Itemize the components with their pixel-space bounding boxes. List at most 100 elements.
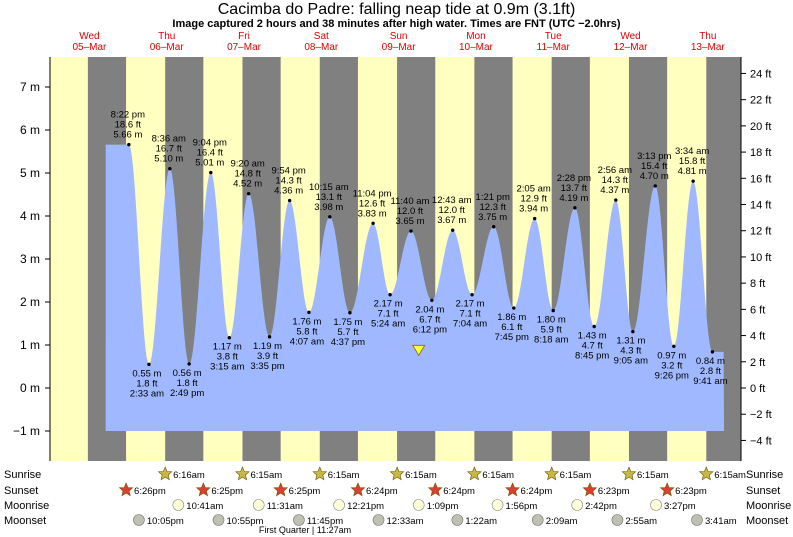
day-name: Thu [699, 31, 716, 42]
y2-tick-label: 10 ft [750, 252, 771, 264]
y2-tick-label: 18 ft [750, 147, 771, 159]
day-name: Thu [158, 31, 175, 42]
chart-subtitle: Image captured 2 hours and 38 minutes af… [172, 18, 621, 30]
sunrise-time: 6:15am [405, 470, 437, 481]
chart-title: Cacimba do Padre: falling neap tide at 0… [217, 1, 576, 18]
low-tide-ft: 7.1 ft [459, 309, 480, 320]
sunset-icon [195, 482, 211, 497]
high-tide-ft: 16.7 ft [156, 144, 183, 155]
low-tide-ft: 5.9 ft [541, 325, 562, 336]
moonset-icon [133, 514, 145, 526]
sunrise-icon [235, 466, 250, 481]
sunset-icon [350, 482, 366, 497]
day-date: 09–Mar [382, 42, 417, 53]
low-tide-m: 1.86 m [497, 312, 526, 323]
day-date: 06–Mar [150, 42, 185, 53]
high-tide-m: 3.83 m [358, 208, 387, 219]
low-tide-time: 9:05 am [614, 356, 648, 367]
high-tide-m: 4.36 m [274, 186, 303, 197]
high-tide-m: 3.65 m [395, 216, 424, 227]
y2-tick-label: 24 ft [750, 68, 771, 80]
row-label-left: Sunrise [4, 469, 41, 481]
row-label-right: Sunrise [746, 469, 783, 481]
moonset-icon [293, 514, 305, 526]
high-tide-m: 5.66 m [113, 130, 142, 141]
low-tide-time: 7:04 am [453, 319, 487, 330]
low-tide-m: 1.80 m [537, 315, 566, 326]
high-tide-ft: 13.1 ft [316, 192, 343, 203]
low-tide-time: 8:18 am [534, 335, 568, 346]
high-tide-time: 11:40 am [391, 196, 430, 207]
low-tide-ft: 3.9 ft [257, 351, 278, 362]
row-label-left: Moonset [4, 515, 46, 527]
low-tide-ft: 5.8 ft [296, 326, 317, 337]
sunset-time: 6:25pm [211, 486, 243, 497]
day-name: Mon [466, 31, 485, 42]
moonset-icon [212, 514, 225, 526]
y2-tick-label: 14 ft [750, 200, 771, 212]
low-tide-ft: 7.1 ft [378, 309, 399, 320]
day-date: 05–Mar [72, 42, 107, 53]
high-tide-ft: 12.0 ft [439, 205, 466, 216]
y-tick-label: 2 m [20, 295, 40, 309]
low-tide-point [430, 298, 434, 302]
moonrise-icon [571, 499, 583, 511]
row-label-left: Sunset [4, 485, 38, 497]
high-tide-time: 1:21 pm [476, 192, 510, 203]
y-tick-label: 3 m [20, 252, 40, 266]
moonset-icon [611, 514, 624, 526]
low-tide-point [470, 292, 474, 297]
y2-tick-label: −2 ft [750, 409, 772, 421]
moonrise-icon [252, 499, 265, 511]
y2-tick-label: 6 ft [750, 304, 765, 316]
y2-tick-label: 22 ft [750, 95, 771, 107]
sunset-icon [659, 482, 675, 497]
high-tide-ft: 12.0 ft [397, 206, 424, 217]
low-tide-point [348, 311, 352, 315]
moonset-time: 2:55am [625, 516, 657, 527]
low-tide-m: 0.56 m [173, 368, 202, 379]
low-tide-time: 5:24 am [371, 319, 405, 330]
day-name: Fri [238, 31, 250, 42]
low-tide-point [267, 335, 272, 339]
y2-tick-label: 0 ft [750, 383, 765, 395]
row-label-right: Moonset [746, 515, 788, 527]
low-tide-time: 4:37 pm [331, 337, 365, 348]
low-tide-point [307, 310, 311, 315]
high-tide-time: 8:36 am [152, 134, 186, 145]
low-tide-ft: 5.7 ft [337, 327, 358, 338]
sunset-icon [582, 482, 598, 497]
high-tide-ft: 13.7 ft [561, 183, 588, 194]
row-label-right: Sunset [746, 485, 780, 497]
low-tide-time: 8:45 pm [575, 351, 609, 362]
y-tick-label: 7 m [20, 80, 40, 94]
sunset-time: 6:24pm [366, 486, 398, 497]
low-tide-time: 3:15 am [210, 362, 244, 373]
moonrise-icon [333, 499, 345, 511]
moonset-time: 2:09am [546, 516, 578, 527]
sunrise-time: 6:15am [714, 470, 746, 481]
high-tide-time: 9:54 pm [271, 166, 305, 177]
sunset-icon [427, 482, 443, 497]
low-tide-m: 1.31 m [616, 336, 645, 347]
high-tide-time: 9:04 pm [193, 138, 227, 149]
sunrise-time: 6:16am [173, 470, 205, 481]
moonset-icon [451, 514, 464, 526]
high-tide-time: 2:56 am [598, 165, 632, 176]
high-tide-ft: 14.3 ft [602, 175, 629, 186]
y2-tick-label: 20 ft [750, 121, 771, 133]
high-tide-ft: 16.4 ft [197, 148, 224, 159]
y2-tick-label: 16 ft [750, 173, 771, 185]
sunset-time: 6:24pm [521, 486, 553, 497]
moonrise-icon [172, 499, 185, 511]
day-name: Wed [79, 31, 99, 42]
high-tide-time: 3:34 am [675, 146, 709, 157]
high-tide-point [573, 206, 577, 210]
y-tick-label: 6 m [20, 123, 40, 137]
low-tide-ft: 6.7 ft [419, 314, 440, 325]
high-tide-ft: 12.6 ft [359, 198, 386, 209]
sunrise-icon [621, 466, 637, 481]
high-tide-m: 3.75 m [478, 212, 507, 223]
y2-tick-label: −4 ft [750, 435, 772, 447]
sunrise-time: 6:15am [250, 470, 282, 481]
